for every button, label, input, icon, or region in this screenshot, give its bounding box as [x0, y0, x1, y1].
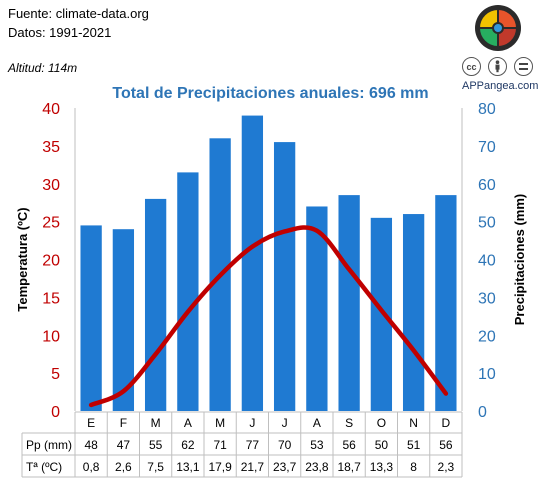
y-right-tick-label: 60 [478, 177, 496, 194]
precip-bar [177, 172, 199, 411]
puzzle-logo [475, 5, 521, 51]
x-tick-label: M [151, 416, 161, 430]
y-right-tick-label: 20 [478, 328, 496, 345]
logo-center [492, 22, 504, 34]
y-left-tick-label: 35 [42, 139, 60, 156]
x-tick-label: S [345, 416, 353, 430]
y-right-tick-label: 80 [478, 101, 496, 118]
precip-bar [144, 198, 167, 411]
temperature-line [88, 225, 449, 408]
y-right-tick-label: 50 [478, 215, 496, 232]
table-temp-value: 23,7 [273, 460, 297, 474]
table-precip-value: 71 [213, 438, 227, 452]
y-left-tick-label: 40 [42, 101, 60, 118]
precip-bar [338, 195, 360, 411]
precip-bar [435, 195, 457, 411]
table-precip-value: 56 [439, 438, 453, 452]
table-temp-value: 8 [410, 460, 417, 474]
y-right-tick-label: 0 [478, 404, 487, 421]
table-temp-value: 0,8 [83, 460, 100, 474]
precip-bar [306, 206, 328, 411]
table-temp-value: 13,1 [176, 460, 200, 474]
table-temp-value: 2,6 [115, 460, 132, 474]
table-precip-value: 50 [375, 438, 389, 452]
table-precip-value: 48 [84, 438, 98, 452]
precip-bar [112, 229, 135, 411]
table-temp-value: 17,9 [208, 460, 232, 474]
table-precip-value: 70 [278, 438, 292, 452]
x-tick-label: D [442, 416, 451, 430]
table-temp-value: 18,7 [337, 460, 361, 474]
logo-piece [477, 27, 499, 49]
chart-title: Total de Precipitaciones anuales: 696 mm [112, 85, 428, 102]
table-temp-value: 13,3 [370, 460, 394, 474]
x-tick-label: A [313, 416, 321, 430]
x-tick-label: F [120, 416, 127, 430]
x-tick-label: M [215, 416, 225, 430]
table-row-label-temp: Tª (ºC) [26, 460, 62, 474]
table-temp-value: 21,7 [241, 460, 265, 474]
table-precip-value: 47 [117, 438, 131, 452]
cc-icon: cc [462, 57, 481, 76]
x-tick-label: N [409, 416, 418, 430]
y-left-tick-label: 25 [42, 215, 60, 232]
y-right-tick-label: 30 [478, 290, 496, 307]
y-right-tick-label: 40 [478, 253, 496, 270]
table-precip-value: 55 [149, 438, 163, 452]
table-precip-value: 62 [181, 438, 195, 452]
y-left-tick-label: 10 [42, 328, 60, 345]
precip-bar [402, 214, 425, 411]
precip-bar [241, 115, 264, 411]
precip-bar [370, 217, 393, 411]
y-left-tick-label: 5 [51, 366, 60, 383]
by-icon [488, 57, 507, 76]
y-left-tick-label: 15 [42, 290, 60, 307]
x-tick-label: J [249, 416, 255, 430]
y-right-tick-label: 10 [478, 366, 496, 383]
table-precip-value: 51 [407, 438, 421, 452]
table-temp-value: 7,5 [147, 460, 164, 474]
precip-bar [273, 142, 296, 411]
source-text: Fuente: climate-data.org [8, 6, 149, 21]
x-tick-label: O [377, 416, 386, 430]
y-left-tick-label: 20 [42, 253, 60, 270]
y-right-axis-title: Precipitaciones (mm) [512, 194, 527, 326]
table-precip-value: 56 [342, 438, 356, 452]
table-temp-value: 23,8 [305, 460, 329, 474]
y-left-axis-title: Temperatura (ºC) [15, 207, 30, 311]
table-row-label-precip: Pp (mm) [26, 438, 72, 452]
precip-bar [80, 225, 102, 411]
y-left-tick-label: 0 [51, 404, 60, 421]
period-text: Datos: 1991-2021 [8, 25, 112, 40]
table-precip-value: 53 [310, 438, 324, 452]
x-tick-label: J [282, 416, 288, 430]
table-temp-value: 2,3 [438, 460, 455, 474]
table-precip-value: 77 [246, 438, 260, 452]
nc-icon [514, 57, 533, 76]
credit-text: APPangea.com [462, 80, 539, 92]
x-tick-label: A [184, 416, 192, 430]
x-tick-label: E [87, 416, 95, 430]
y-right-tick-label: 70 [478, 139, 496, 156]
altitude-text: Altitud: 114m [8, 61, 78, 75]
y-left-tick-label: 30 [42, 177, 60, 194]
